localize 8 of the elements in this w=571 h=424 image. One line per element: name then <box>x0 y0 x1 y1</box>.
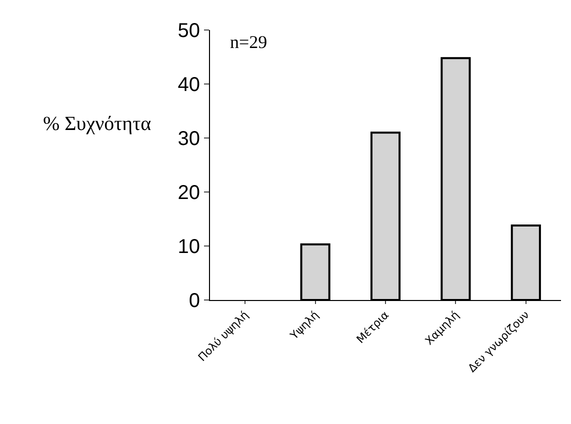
y-tick-label: 40 <box>178 74 200 96</box>
y-tick-label: 50 <box>178 20 200 42</box>
y-tick-label: 20 <box>178 182 200 204</box>
annotation: n=29 <box>230 32 268 52</box>
y-tick-label: 30 <box>178 128 200 150</box>
y-tick-label: 0 <box>188 290 200 312</box>
y-axis-title: % Συχνότητα <box>43 113 152 135</box>
y-tick-label: 10 <box>178 236 200 258</box>
